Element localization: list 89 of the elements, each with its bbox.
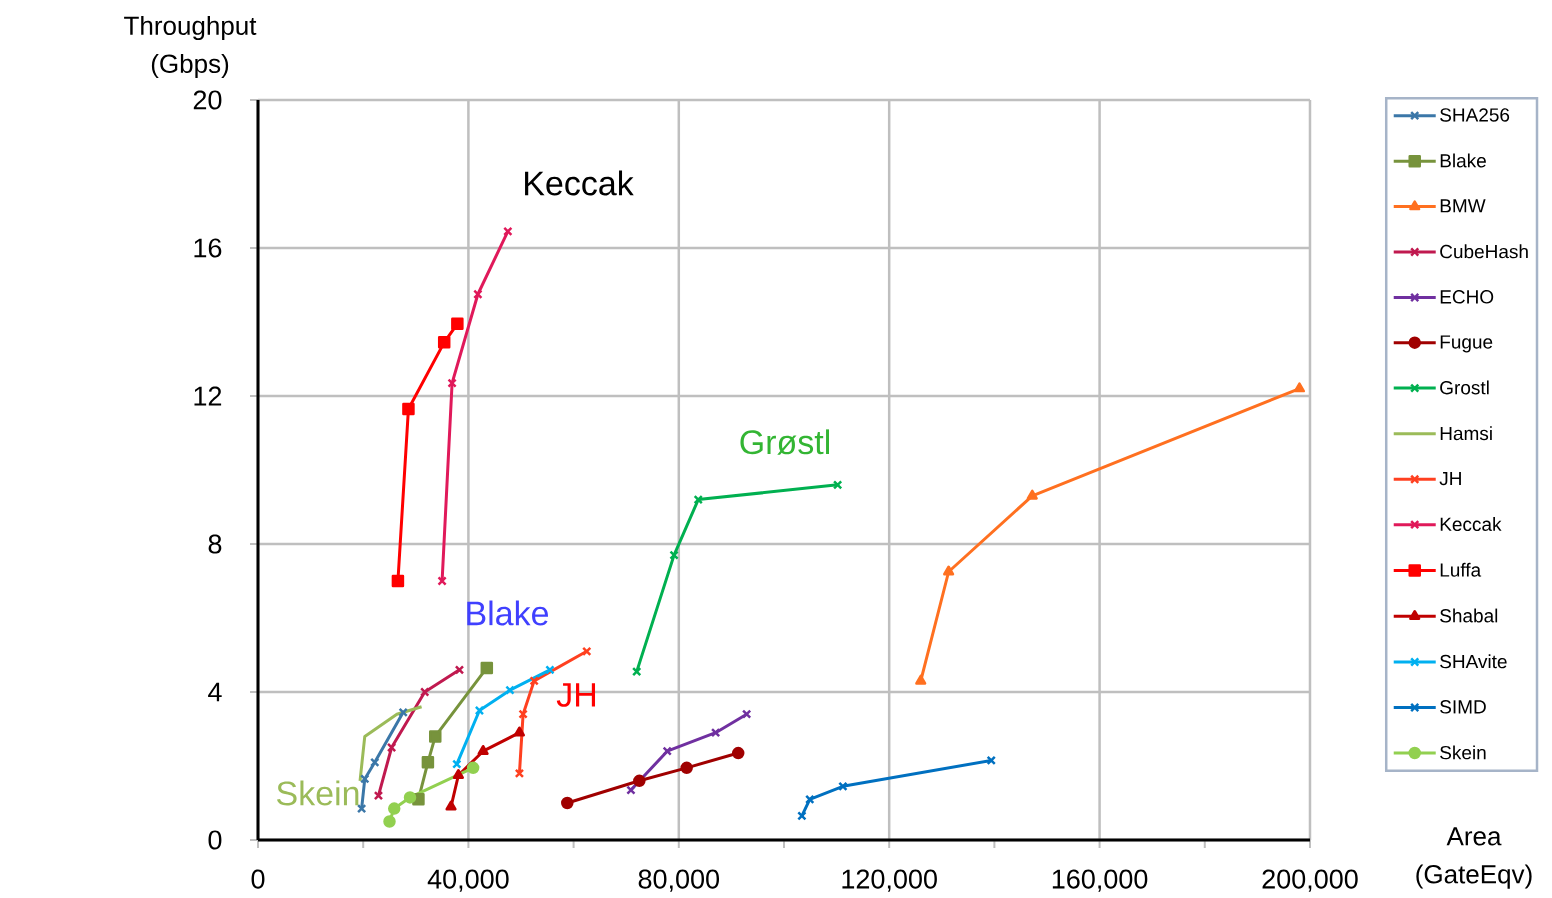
y-axis-title: Throughput (Gbps)	[124, 15, 257, 79]
legend-label: Hamsi	[1440, 426, 1492, 441]
legend-label: Grostl	[1440, 380, 1489, 395]
line-series	[358, 705, 424, 783]
point	[669, 550, 679, 560]
point	[447, 378, 457, 388]
point	[561, 796, 574, 810]
point	[451, 317, 464, 331]
x-tick-label: 40,000	[427, 869, 509, 892]
point	[402, 402, 415, 416]
legend-label: ECHO	[1440, 290, 1494, 304]
point	[421, 756, 435, 769]
point	[731, 746, 745, 760]
point	[710, 727, 721, 738]
point	[473, 289, 483, 300]
point	[403, 791, 417, 804]
point	[369, 757, 380, 768]
x-tick-label: 200,000	[1262, 869, 1358, 892]
point	[513, 726, 525, 737]
point	[1026, 489, 1038, 500]
point	[631, 666, 642, 677]
point	[503, 226, 513, 237]
point	[452, 759, 462, 769]
x-tick-label: 160,000	[1052, 869, 1148, 892]
point	[832, 480, 843, 490]
point	[680, 761, 693, 775]
point	[452, 769, 464, 779]
y-tick-label: 8	[208, 534, 222, 554]
legend-label: Shabal	[1440, 608, 1498, 623]
x-tick-label: 0	[251, 869, 265, 889]
point	[398, 707, 408, 718]
point	[445, 800, 457, 811]
annotation: Keccak	[525, 170, 634, 196]
point	[838, 781, 848, 792]
x-tick-label: 80,000	[638, 869, 720, 892]
legend-label: CubeHash	[1440, 244, 1528, 259]
point	[804, 794, 815, 805]
point	[943, 565, 955, 576]
y-tick-label: 12	[194, 386, 222, 406]
point	[454, 665, 465, 675]
point	[429, 730, 442, 743]
point	[529, 676, 539, 686]
point	[359, 774, 370, 784]
point	[437, 336, 451, 349]
point	[986, 755, 997, 766]
point	[391, 574, 405, 588]
point	[518, 709, 528, 719]
y-tick-label: 0	[208, 830, 222, 850]
point	[797, 811, 807, 821]
point	[633, 774, 646, 788]
y-tick-label: 20	[193, 90, 222, 110]
legend-label: SHAvite	[1440, 654, 1507, 669]
point	[693, 494, 704, 505]
point	[437, 576, 447, 586]
point	[662, 746, 673, 756]
point	[419, 687, 430, 697]
point	[1293, 382, 1306, 393]
legend-label: JH	[1439, 472, 1461, 486]
y-tick-label: 4	[208, 682, 222, 702]
point	[581, 646, 592, 657]
legend-label: Fugue	[1440, 335, 1493, 353]
legend-label: Keccak	[1440, 517, 1502, 532]
legend-label: Luffa	[1440, 562, 1482, 577]
annotation: Skein	[277, 780, 359, 806]
x-tick-label: 120,000	[842, 869, 937, 892]
legend-label: SIMD	[1440, 700, 1486, 714]
annotation: JH	[556, 683, 596, 707]
point	[505, 685, 515, 695]
annotation: Grøstl	[740, 429, 830, 455]
legend-label: SHA256	[1440, 108, 1510, 122]
annotation: Blake	[467, 600, 549, 626]
point	[474, 705, 485, 716]
point	[477, 744, 489, 755]
point	[545, 665, 555, 675]
point	[514, 768, 525, 779]
point	[373, 790, 384, 801]
point	[480, 661, 494, 675]
legend-label: BMW	[1440, 199, 1486, 213]
x-axis-title: Area (GateEqv)	[1416, 827, 1532, 889]
point	[387, 802, 401, 815]
legend-label: Blake	[1440, 153, 1486, 168]
point	[741, 709, 752, 719]
point	[626, 785, 636, 795]
legend-label: Skein	[1440, 745, 1486, 760]
point	[383, 815, 396, 828]
y-tick-label: 16	[194, 238, 222, 258]
point	[386, 742, 397, 753]
point	[466, 761, 480, 775]
point	[915, 674, 927, 685]
